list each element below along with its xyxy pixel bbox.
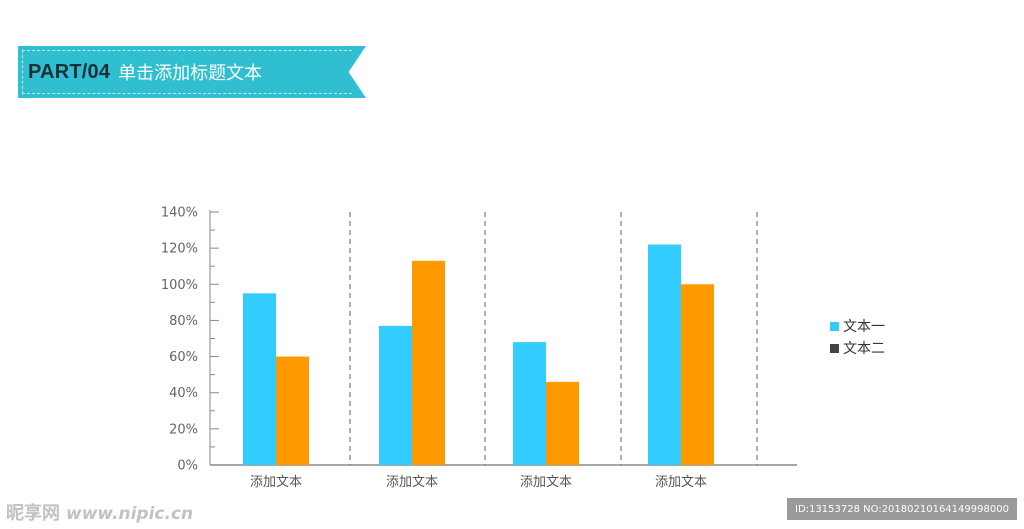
y-tick-label: 100%: [161, 278, 198, 293]
bar-series-1-cat-4: [648, 244, 681, 465]
y-tick-label: 40%: [169, 386, 198, 401]
bar-series-2-cat-4: [681, 284, 714, 465]
x-category-labels: 添加文本 添加文本 添加文本 添加文本: [250, 475, 707, 490]
y-tick-label: 140%: [161, 206, 198, 221]
header-ribbon: [18, 46, 366, 98]
watermark-id-text: ID:13153728 NO:20180210164149998000: [795, 503, 1009, 515]
y-tick-label: 80%: [169, 314, 198, 329]
bar-series-2-cat-2: [412, 260, 445, 465]
chart-legend: 文本一 文本二: [830, 315, 885, 359]
chart-bars: [243, 244, 714, 465]
x-category-label: 添加文本: [386, 475, 438, 490]
watermark-id-bar: ID:13153728 NO:20180210164149998000: [787, 498, 1017, 520]
y-tick-label: 20%: [169, 422, 198, 437]
section-title: 单击添加标题文本: [118, 63, 263, 84]
y-tick-label: 120%: [161, 242, 198, 257]
bar-series-1-cat-3: [513, 342, 546, 465]
watermark-url: www.nipic.cn: [66, 504, 194, 524]
bar-series-2-cat-3: [546, 381, 579, 465]
part-label: PART/04: [28, 60, 111, 83]
bar-series-1-cat-2: [379, 325, 412, 465]
x-category-label: 添加文本: [655, 475, 707, 490]
y-tick-label: 60%: [169, 350, 198, 365]
bar-series-1-cat-1: [243, 293, 276, 465]
legend-swatch-series-1: [830, 321, 839, 331]
x-category-label: 添加文本: [250, 475, 302, 490]
header-title-group: PART/04 单击添加标题文本: [28, 60, 263, 85]
legend-label-series-2: 文本二: [843, 341, 885, 357]
y-tick-labels: 0% 20% 40% 60% 80% 100% 120% 140%: [161, 206, 198, 474]
legend-label-series-1: 文本一: [843, 319, 885, 335]
legend-item-series-2: 文本二: [830, 337, 885, 359]
legend-item-series-1: 文本一: [830, 315, 885, 337]
watermark-brand-name: 昵享网: [6, 503, 60, 524]
watermark-brand: 昵享网 www.nipic.cn: [6, 499, 193, 525]
category-separators: [349, 212, 758, 465]
bar-series-2-cat-1: [276, 356, 309, 465]
legend-swatch-series-2: [830, 343, 839, 353]
y-tick-label: 0%: [177, 459, 198, 474]
x-category-label: 添加文本: [520, 475, 572, 490]
